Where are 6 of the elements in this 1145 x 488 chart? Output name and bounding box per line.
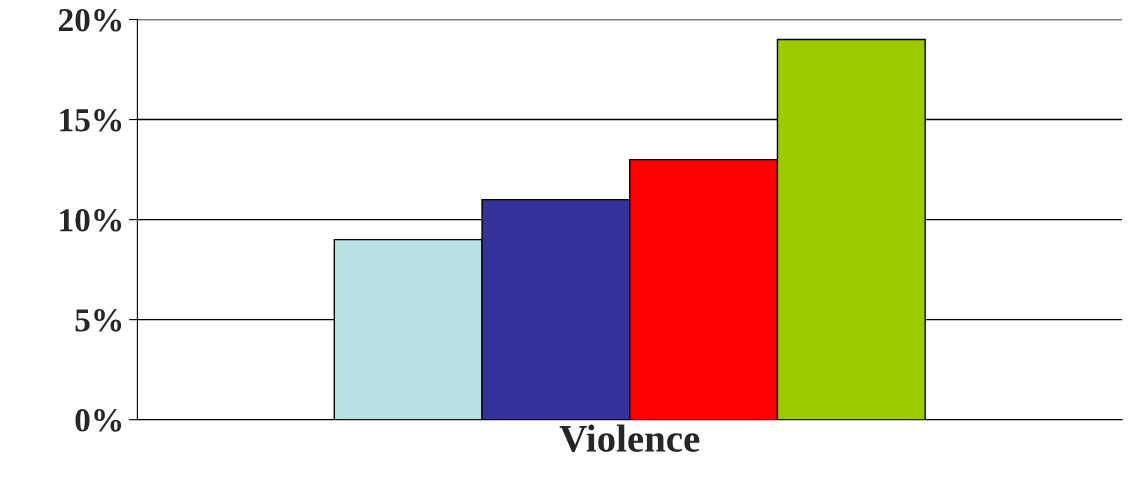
y-tick-label: 20% (58, 8, 122, 32)
y-tick-label: 10% (60, 209, 122, 232)
y-tick-label: 0% (75, 409, 122, 432)
x-tick-label: Violence (559, 424, 700, 453)
y-tick-label: 15% (60, 108, 122, 132)
y-tick-label: 5% (75, 309, 122, 332)
